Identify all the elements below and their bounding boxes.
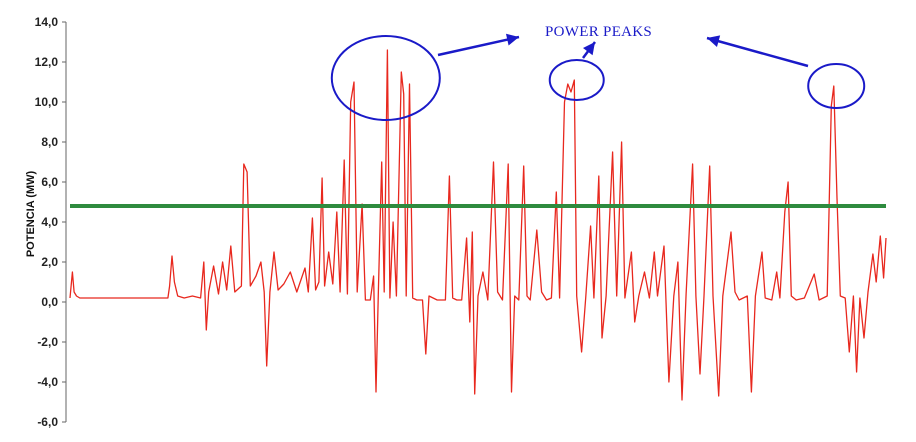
y-tick-label: 14,0	[35, 15, 59, 29]
y-tick-label: -6,0	[37, 415, 58, 429]
power-peaks-label: POWER PEAKS	[545, 24, 652, 40]
power-series-line	[69, 49, 887, 401]
y-tick-label: 6,0	[41, 175, 58, 189]
peak-highlight-circle	[548, 59, 605, 101]
peak-highlight-circle	[330, 35, 441, 121]
annotation-arrowhead	[505, 33, 519, 46]
y-tick-label: -4,0	[37, 375, 58, 389]
annotation-arrowhead	[583, 42, 595, 56]
annotation-layer: POWER PEAKS	[330, 24, 866, 121]
y-tick-label: 12,0	[35, 55, 59, 69]
annotation-arrowhead	[707, 35, 721, 47]
annotation-arrow	[706, 36, 809, 68]
series-layer	[69, 49, 887, 401]
y-tick-label: 4,0	[41, 215, 58, 229]
y-tick-label: 10,0	[35, 95, 59, 109]
y-axis-title: POTENCIA (MW)	[25, 170, 37, 257]
peak-highlight-circle	[807, 63, 866, 109]
y-tick-labels: 14,0 12,0 10,0 8,0 6,0 4,0 2,0 0,0 -2,0 -4,0 -6,0	[35, 15, 66, 429]
y-tick-label: 2,0	[41, 255, 58, 269]
y-tick-label: -2,0	[37, 335, 58, 349]
y-tick-label: 8,0	[41, 135, 58, 149]
annotation-arrow	[437, 35, 520, 57]
y-tick-label: 0,0	[41, 295, 58, 309]
